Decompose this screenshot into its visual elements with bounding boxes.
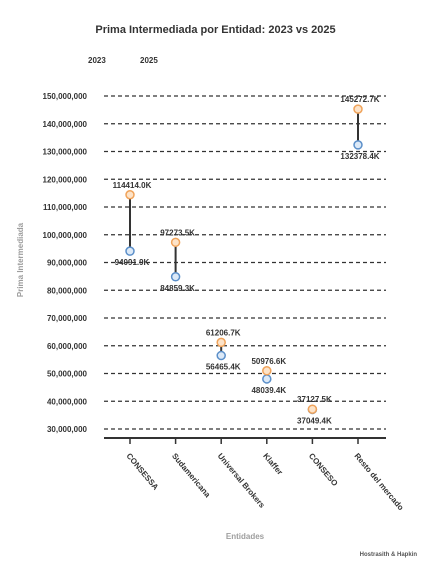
data-label: 114414.0K <box>113 181 152 190</box>
data-label: 97273.5K <box>160 228 195 237</box>
x-tick-label: Resto del mercado <box>352 452 405 513</box>
y-tick-label: 30,000,000 <box>47 425 88 434</box>
data-label: 37049.4K <box>297 416 332 425</box>
y-axis-title: Prima Intermediada <box>16 222 25 297</box>
x-tick-label: Klaffer <box>261 452 284 477</box>
data-label: 37127.5K <box>297 395 332 404</box>
x-tick-label: Universal Brokers <box>216 452 267 511</box>
y-tick-label: 100,000,000 <box>43 231 88 240</box>
y-tick-label: 70,000,000 <box>47 314 88 323</box>
chart-title: Prima Intermediada por Entidad: 2023 vs … <box>95 24 336 36</box>
data-label: 61206.7K <box>206 328 241 337</box>
y-tick-label: 120,000,000 <box>43 175 88 184</box>
point-2023 <box>262 374 272 384</box>
point-2023 <box>170 272 181 282</box>
y-tick-label: 140,000,000 <box>43 120 88 129</box>
x-tick-label: CONSESO <box>307 452 340 488</box>
point-2025 <box>307 404 318 414</box>
data-label: 145272.7K <box>340 95 379 104</box>
y-tick-label: 80,000,000 <box>47 286 88 295</box>
x-axis-title: Entidades <box>226 532 265 541</box>
point-2025 <box>216 337 226 348</box>
point-2025 <box>125 190 135 200</box>
y-tick-label: 130,000,000 <box>43 148 88 157</box>
data-label: 94091.9K <box>115 258 150 267</box>
data-label: 132378.4K <box>340 152 379 161</box>
data-label: 50976.6K <box>251 357 286 366</box>
x-tick-label: Sudamericana <box>170 452 212 500</box>
legend-2023: 2023 <box>88 56 106 65</box>
y-tick-label: 40,000,000 <box>47 397 88 406</box>
point-2023 <box>216 350 226 361</box>
data-label: 56465.4K <box>206 363 241 372</box>
y-tick-label: 150,000,000 <box>43 92 88 101</box>
y-tick-label: 110,000,000 <box>43 203 88 212</box>
y-tick-label: 50,000,000 <box>47 370 88 379</box>
legend-2025: 2025 <box>140 56 158 65</box>
y-tick-label: 90,000,000 <box>47 259 88 268</box>
point-2025 <box>262 366 272 376</box>
point-2025 <box>353 104 363 114</box>
credit-note: Hostrasith & Hapkin <box>359 552 417 558</box>
y-tick-label: 60,000,000 <box>47 342 88 351</box>
data-label: 48039.4K <box>251 386 286 395</box>
point-2025 <box>170 237 181 248</box>
x-tick-label: CONSESSA <box>124 452 160 492</box>
point-2023 <box>125 246 135 256</box>
point-2023 <box>353 140 363 150</box>
data-label: 84859.3K <box>160 284 195 293</box>
